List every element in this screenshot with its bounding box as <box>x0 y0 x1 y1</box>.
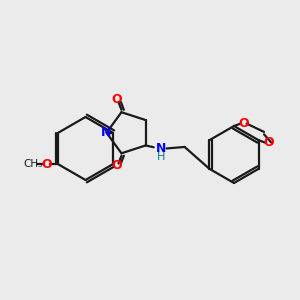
Text: O: O <box>112 93 122 106</box>
Text: CH₃: CH₃ <box>24 159 43 169</box>
Text: O: O <box>112 159 122 172</box>
Text: O: O <box>41 158 52 171</box>
Text: O: O <box>238 117 249 130</box>
Text: O: O <box>263 136 274 149</box>
Text: N: N <box>101 126 112 139</box>
Text: N: N <box>156 142 166 155</box>
Text: H: H <box>157 152 165 162</box>
